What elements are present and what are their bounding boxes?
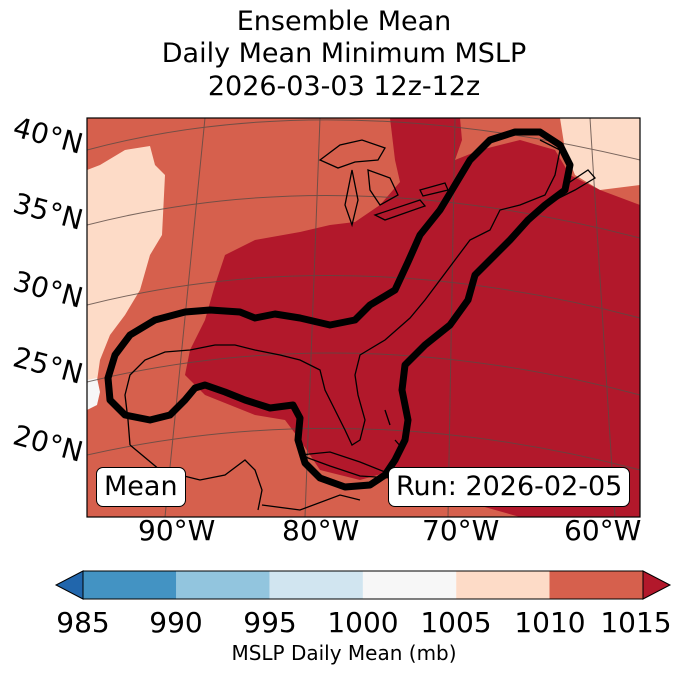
lon-label-60w: 60°W xyxy=(564,514,642,547)
field-1005-west xyxy=(87,146,165,400)
colorbar-extend-high xyxy=(642,570,672,600)
colorbar-tick-985: 985 xyxy=(56,606,110,639)
field-1005-northeast xyxy=(560,118,640,190)
map-title-line3: 2026-03-03 12z-12z xyxy=(207,71,481,102)
central-america xyxy=(261,494,361,511)
contour-1015 xyxy=(104,128,574,491)
colorbar-bin-990 xyxy=(176,571,270,599)
east-coast xyxy=(124,139,561,446)
lon-label-90w: 90°W xyxy=(138,514,216,547)
map-title-line2: Daily Mean Minimum MSLP xyxy=(161,38,527,69)
colorbar xyxy=(54,570,672,600)
colorbar-tick-1005: 1005 xyxy=(420,606,492,639)
colorbar-bin-995 xyxy=(269,571,363,599)
lon-label-70w: 70°W xyxy=(422,514,500,547)
colorbar-tick-990: 990 xyxy=(149,606,203,639)
colorbar-bin-1010 xyxy=(549,571,643,599)
great-lakes-superior xyxy=(318,139,386,169)
run-date-box: Run: 2026-02-05 xyxy=(388,467,631,507)
colorbar-tick-1000: 1000 xyxy=(327,606,399,639)
great-lakes-huron xyxy=(367,169,399,206)
colorbar-bin-1005 xyxy=(456,571,550,599)
colorbar-bin-1000 xyxy=(362,571,457,599)
colorbar-bin-985 xyxy=(83,571,177,599)
great-lakes-michigan xyxy=(344,169,359,228)
colorbar-tick-995: 995 xyxy=(243,606,297,639)
colorbar-extend-low xyxy=(54,570,84,600)
mean-label-box: Mean xyxy=(96,467,186,507)
colorbar-tick-1010: 1010 xyxy=(514,606,586,639)
map-frame xyxy=(86,117,641,518)
colorbar-label: MSLP Daily Mean (mb) xyxy=(231,641,457,665)
great-lakes-erie xyxy=(373,199,427,221)
colorbar-tick-1015: 1015 xyxy=(600,606,672,639)
lon-label-80w: 80°W xyxy=(282,514,360,547)
map-title-line1: Ensemble Mean xyxy=(236,6,452,37)
map-area xyxy=(87,118,640,517)
field-1000-west xyxy=(87,378,100,410)
